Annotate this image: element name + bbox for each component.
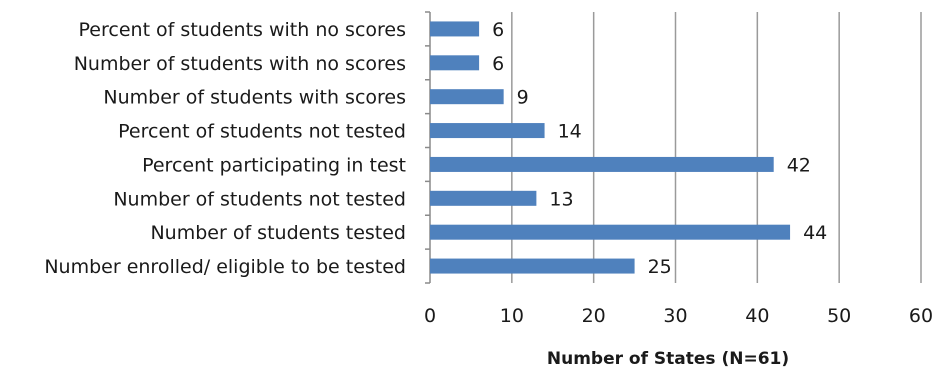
x-tick-label-40: 40 bbox=[745, 305, 769, 327]
bar bbox=[430, 89, 504, 105]
bar bbox=[430, 156, 774, 172]
data-label: 25 bbox=[648, 256, 672, 278]
category-label: Number of students with no scores bbox=[74, 53, 406, 75]
category-label: Percent participating in test bbox=[142, 154, 406, 176]
category-label: Number of students tested bbox=[150, 222, 406, 244]
data-label: 44 bbox=[803, 222, 827, 244]
x-tick-label-0: 0 bbox=[424, 305, 436, 327]
x-axis-title: Number of States (N=61) bbox=[547, 349, 789, 369]
x-tick-label-20: 20 bbox=[582, 305, 606, 327]
bar bbox=[430, 190, 537, 206]
category-label: Number of students not tested bbox=[113, 188, 406, 210]
data-label: 13 bbox=[549, 188, 573, 210]
category-label: Number of students with scores bbox=[103, 87, 406, 109]
x-tick-label-10: 10 bbox=[500, 305, 524, 327]
data-label: 6 bbox=[492, 19, 504, 41]
bar bbox=[430, 224, 791, 240]
category-labels: Percent of students with no scores Number… bbox=[44, 19, 406, 278]
x-tick-labels: 0 10 20 30 40 50 60 bbox=[424, 305, 933, 327]
x-tick-label-30: 30 bbox=[663, 305, 687, 327]
x-tick-label-60: 60 bbox=[909, 305, 933, 327]
category-label: Number enrolled/ eligible to be tested bbox=[44, 256, 406, 278]
bar bbox=[430, 55, 480, 71]
data-label: 9 bbox=[517, 87, 529, 109]
bar bbox=[430, 258, 635, 274]
data-label: 14 bbox=[558, 121, 582, 143]
bars bbox=[430, 21, 791, 274]
bar bbox=[430, 21, 480, 37]
data-label: 6 bbox=[492, 53, 504, 75]
category-label: Percent of students not tested bbox=[118, 121, 406, 143]
data-label: 42 bbox=[787, 154, 811, 176]
category-label: Percent of students with no scores bbox=[79, 19, 406, 41]
bar bbox=[430, 123, 545, 139]
x-tick-label-50: 50 bbox=[827, 305, 851, 327]
